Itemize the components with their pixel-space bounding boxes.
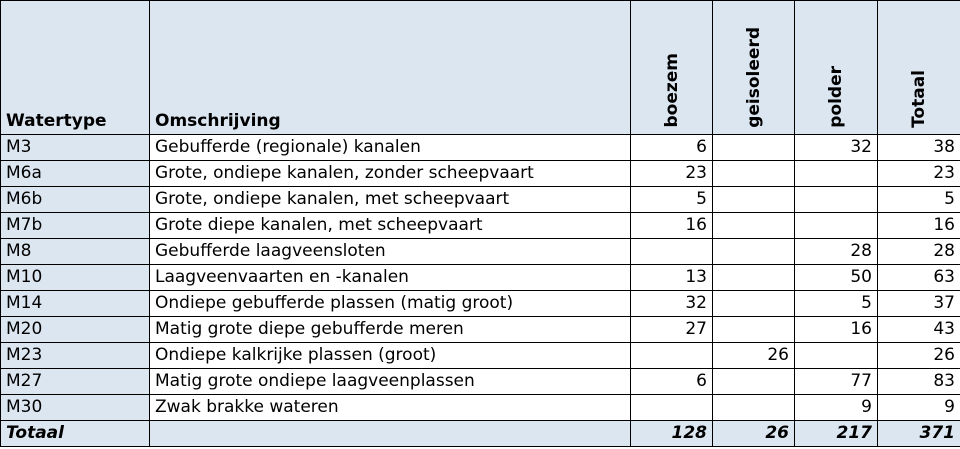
table-row: M8 Gebufferde laagveensloten 28 28 [0,238,960,265]
cell-geisoleerd [712,134,795,161]
cell-watertype: M20 [0,316,150,343]
table-row: M14 Ondiepe gebufferde plassen (matig gr… [0,290,960,317]
cell-omschrijving: Ondiepe gebufferde plassen (matig groot) [149,290,631,317]
cell-boezem [630,238,713,265]
cell-omschrijving: Matig grote diepe gebufferde meren [149,316,631,343]
cell-totaal: 43 [877,316,960,343]
header-boezem-label: boezem [661,53,682,128]
header-polder: polder [794,0,878,135]
cell-omschrijving: Matig grote ondiepe laagveenplassen [149,368,631,395]
cell-omschrijving: Laagveenvaarten en -kanalen [149,264,631,291]
cell-boezem: 13 [630,264,713,291]
cell-boezem: 32 [630,290,713,317]
cell-watertype: M8 [0,238,150,265]
table-row: M10 Laagveenvaarten en -kanalen 13 50 63 [0,264,960,291]
header-totaal: Totaal [877,0,960,135]
cell-totaal: 5 [877,186,960,213]
cell-watertype: M30 [0,394,150,421]
header-watertype: Watertype [0,0,150,135]
cell-polder [794,342,878,369]
cell-polder [794,160,878,187]
cell-totaal: 83 [877,368,960,395]
cell-omschrijving: Grote, ondiepe kanalen, met scheepvaart [149,186,631,213]
total-row: Totaal 128 26 217 371 [0,420,960,447]
cell-geisoleerd [712,368,795,395]
cell-polder [794,212,878,239]
total-boezem: 128 [630,420,713,447]
header-row: Watertype Omschrijving boezem geisoleerd… [0,0,960,135]
table-row: M6b Grote, ondiepe kanalen, met scheepva… [0,186,960,213]
cell-polder: 77 [794,368,878,395]
cell-omschrijving: Grote, ondiepe kanalen, zonder scheepvaa… [149,160,631,187]
total-omschrijving [149,420,631,447]
cell-watertype: M7b [0,212,150,239]
cell-polder [794,186,878,213]
header-geisoleerd-label: geisoleerd [743,27,764,128]
cell-totaal: 28 [877,238,960,265]
header-omschrijving: Omschrijving [149,0,631,135]
total-polder: 217 [794,420,878,447]
cell-polder: 28 [794,238,878,265]
table-row: M7b Grote diepe kanalen, met scheepvaart… [0,212,960,239]
table-row: M23 Ondiepe kalkrijke plassen (groot) 26… [0,342,960,369]
cell-watertype: M6a [0,160,150,187]
table-row: M20 Matig grote diepe gebufferde meren 2… [0,316,960,343]
cell-polder: 32 [794,134,878,161]
cell-omschrijving: Gebufferde (regionale) kanalen [149,134,631,161]
table-row: M3 Gebufferde (regionale) kanalen 6 32 3… [0,134,960,161]
cell-watertype: M3 [0,134,150,161]
cell-totaal: 37 [877,290,960,317]
header-geisoleerd: geisoleerd [712,0,795,135]
cell-polder: 16 [794,316,878,343]
table-row: M6a Grote, ondiepe kanalen, zonder schee… [0,160,960,187]
cell-omschrijving: Zwak brakke wateren [149,394,631,421]
cell-geisoleerd [712,290,795,317]
header-totaal-label: Totaal [909,70,929,128]
cell-watertype: M14 [0,290,150,317]
cell-totaal: 23 [877,160,960,187]
cell-boezem: 23 [630,160,713,187]
cell-geisoleerd: 26 [712,342,795,369]
cell-omschrijving: Grote diepe kanalen, met scheepvaart [149,212,631,239]
cell-geisoleerd [712,212,795,239]
cell-polder: 50 [794,264,878,291]
table-row: M30 Zwak brakke wateren 9 9 [0,394,960,421]
cell-boezem [630,394,713,421]
cell-boezem: 5 [630,186,713,213]
cell-geisoleerd [712,316,795,343]
header-boezem: boezem [630,0,713,135]
cell-boezem: 6 [630,368,713,395]
cell-watertype: M27 [0,368,150,395]
cell-omschrijving: Gebufferde laagveensloten [149,238,631,265]
cell-geisoleerd [712,238,795,265]
cell-boezem: 27 [630,316,713,343]
cell-totaal: 38 [877,134,960,161]
cell-polder: 9 [794,394,878,421]
cell-totaal: 26 [877,342,960,369]
cell-totaal: 16 [877,212,960,239]
cell-watertype: M10 [0,264,150,291]
cell-watertype: M6b [0,186,150,213]
cell-geisoleerd [712,186,795,213]
cell-boezem: 16 [630,212,713,239]
cell-totaal: 9 [877,394,960,421]
cell-geisoleerd [712,160,795,187]
cell-boezem: 6 [630,134,713,161]
total-totaal: 371 [877,420,960,447]
table-row: M27 Matig grote ondiepe laagveenplassen … [0,368,960,395]
total-geisoleerd: 26 [712,420,795,447]
cell-totaal: 63 [877,264,960,291]
cell-polder: 5 [794,290,878,317]
cell-watertype: M23 [0,342,150,369]
cell-omschrijving: Ondiepe kalkrijke plassen (groot) [149,342,631,369]
header-polder-label: polder [826,66,846,128]
cell-boezem [630,342,713,369]
cell-geisoleerd [712,394,795,421]
total-label: Totaal [0,420,150,447]
cell-geisoleerd [712,264,795,291]
